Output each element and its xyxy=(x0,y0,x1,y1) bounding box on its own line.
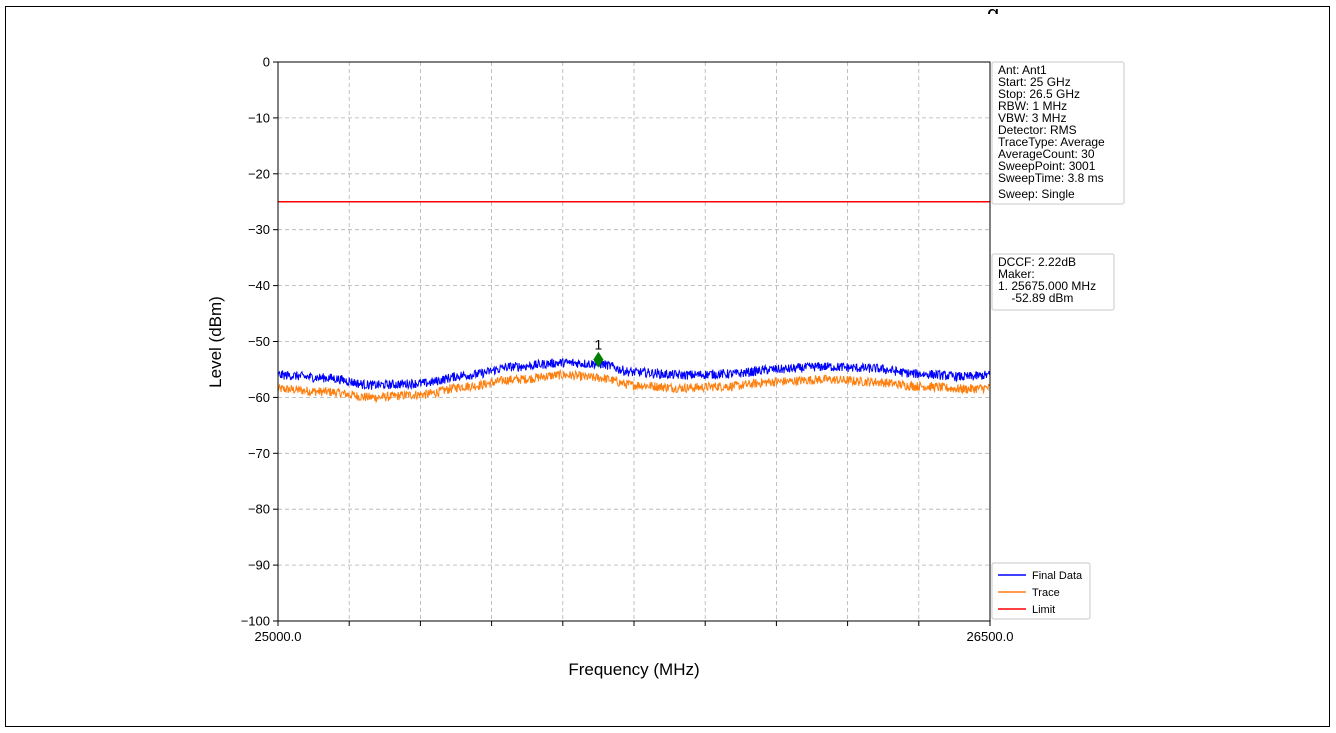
info-stop: Stop: 26.5 GHz xyxy=(998,87,1080,101)
marker-heading: Maker: xyxy=(998,267,1035,281)
marker-frequency: 1. 25675.000 MHz xyxy=(998,279,1096,293)
x-tick-label: 26500.0 xyxy=(967,629,1014,644)
y-tick-label: −40 xyxy=(248,278,270,293)
info-sweep-point: SweepPoint: 3001 xyxy=(998,159,1096,173)
svg-text:Ant: Ant1 Start: 25 GHz: Ant: Ant1 Start: 25 GHz Stop: 26.5 GHz R… xyxy=(998,63,1108,201)
info-start: Start: 25 GHz xyxy=(998,75,1071,89)
series-layer xyxy=(277,201,991,404)
y-tick-label: −10 xyxy=(248,110,270,125)
info-detector: Detector: RMS xyxy=(998,123,1077,137)
marker-box: DCCF: 2.22dB Maker: 1. 25675.000 MHz -52… xyxy=(991,253,1115,311)
legend-label-limit: Limit xyxy=(1032,604,1055,616)
marker-box-frame xyxy=(991,253,1115,311)
info-sweep-time: SweepTime: 3.8 ms xyxy=(998,171,1104,185)
marker-dccf: DCCF: 2.22dB xyxy=(998,255,1076,269)
grid-layer xyxy=(278,62,990,621)
y-tick-label: 0 xyxy=(263,55,270,70)
legend-label-final-data: Final Data xyxy=(1032,570,1083,582)
series-line-trace xyxy=(277,368,991,404)
info-trace-type: TraceType: Average xyxy=(998,135,1105,149)
svg-text:DCCF: 2.22dB Maker:: DCCF: 2.22dB Maker: 1. 25675.000 MHz -52… xyxy=(998,255,1099,305)
legend-frame xyxy=(991,562,1091,620)
y-tick-label: −80 xyxy=(248,502,270,517)
legend-label-trace: Trace xyxy=(1032,587,1060,599)
marker-layer: 1 xyxy=(593,337,604,368)
info-box: Ant: Ant1 Start: 25 GHz Stop: 26.5 GHz R… xyxy=(991,61,1125,205)
y-tick-label: −70 xyxy=(248,446,270,461)
marker-diamond xyxy=(593,351,604,368)
y-tick-label: −100 xyxy=(241,614,270,629)
axis-layer: 25000.0 26500.0 0 −10 −20 −30 −40 −50 −60 −70 −80 −… xyxy=(241,55,1014,645)
info-rbw: RBW: 1 MHz xyxy=(998,99,1067,113)
info-vbw: VBW: 3 MHz xyxy=(998,111,1066,125)
marker-level: -52.89 dBm xyxy=(998,291,1073,305)
y-tick-label: −20 xyxy=(248,166,270,181)
legend: Final Data Trace Limit xyxy=(991,562,1091,620)
info-box-frame xyxy=(991,61,1125,205)
marker-label: 1 xyxy=(595,337,603,353)
y-tick-label: −60 xyxy=(248,390,270,405)
series-line-final-data xyxy=(277,357,991,391)
y-tick-label: −50 xyxy=(248,334,270,349)
x-axis-label: Frequency (MHz) xyxy=(568,660,699,679)
info-ant: Ant: Ant1 xyxy=(998,63,1047,77)
cropped-title-glyph: g xyxy=(987,5,1009,14)
y-tick-label: −30 xyxy=(248,222,270,237)
x-tick-label: 25000.0 xyxy=(255,629,302,644)
top-border-line: g xyxy=(185,5,1155,14)
info-sweep: Sweep: Single xyxy=(998,187,1075,201)
y-tick-label: −90 xyxy=(248,558,270,573)
y-axis-label: Level (dBm) xyxy=(206,296,225,388)
info-average-count: AverageCount: 30 xyxy=(998,147,1095,161)
